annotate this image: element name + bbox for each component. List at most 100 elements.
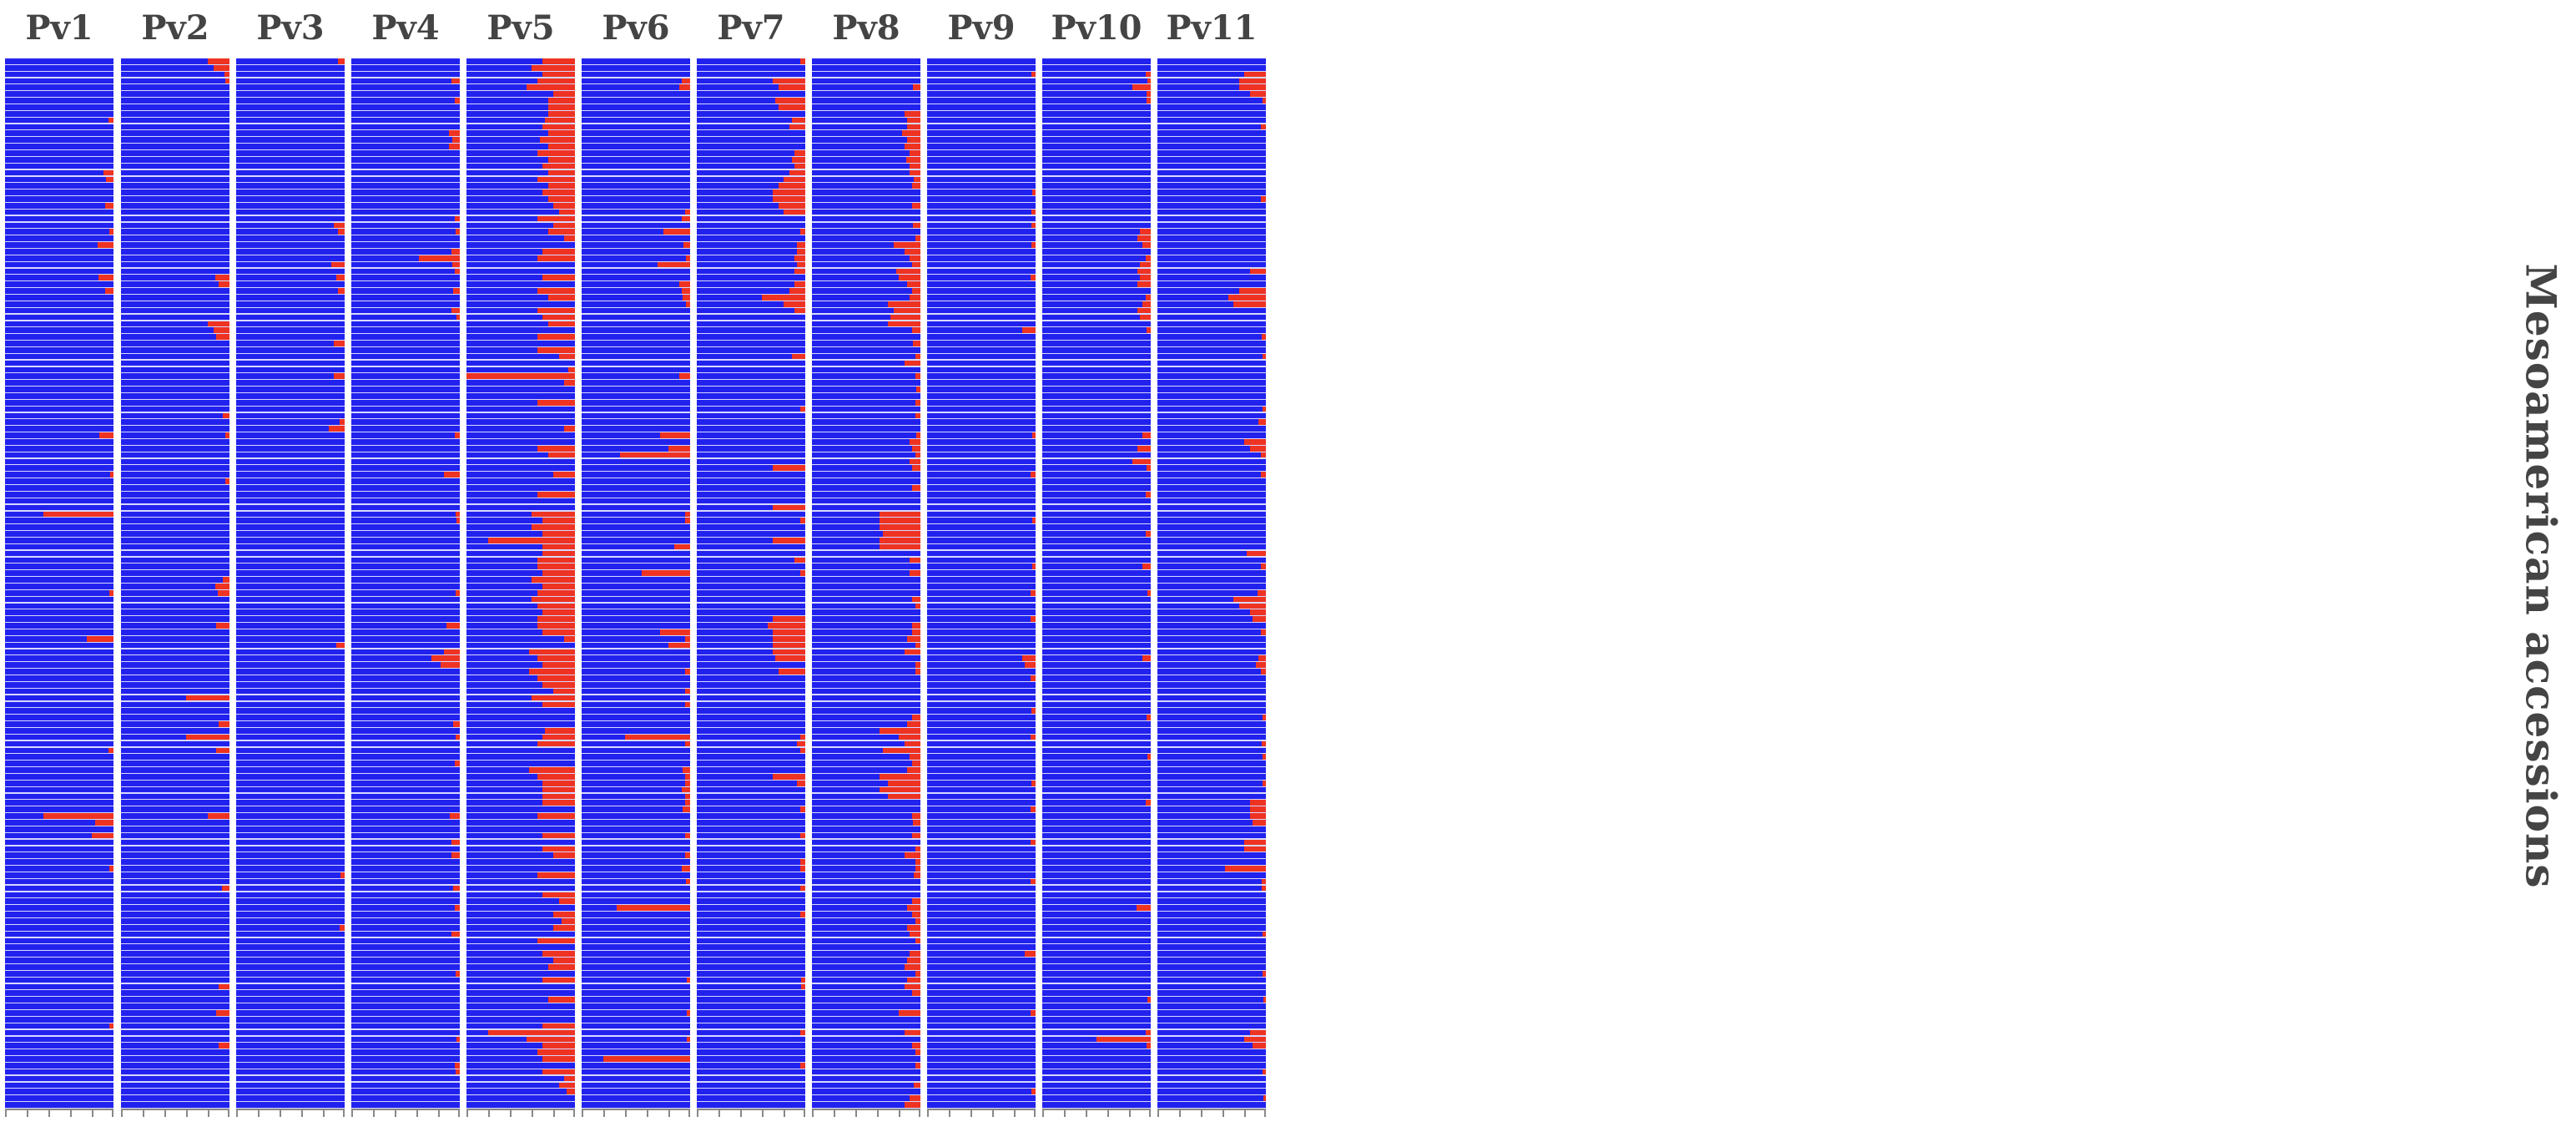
accession-row bbox=[121, 727, 229, 734]
accession-row bbox=[466, 557, 575, 563]
accession-row bbox=[351, 78, 460, 84]
minor-ancestry-bar bbox=[687, 1010, 690, 1016]
accession-row bbox=[121, 295, 229, 301]
minor-ancestry-bar bbox=[529, 649, 575, 655]
accession-row bbox=[812, 872, 920, 878]
minor-ancestry-bar bbox=[882, 747, 920, 754]
minor-ancestry-bar bbox=[446, 623, 460, 629]
accession-row bbox=[812, 675, 920, 681]
accession-row bbox=[121, 426, 229, 432]
accession-row bbox=[582, 681, 690, 688]
accession-row bbox=[582, 983, 690, 990]
accession-row bbox=[236, 249, 345, 255]
minor-ancestry-bar bbox=[1137, 905, 1151, 911]
accession-row bbox=[121, 878, 229, 885]
accession-row bbox=[236, 426, 345, 432]
accession-row bbox=[5, 439, 113, 445]
minor-ancestry-bar bbox=[564, 235, 575, 241]
accession-row bbox=[582, 761, 690, 766]
accession-row bbox=[582, 1003, 690, 1009]
accession-row bbox=[236, 866, 345, 872]
minor-ancestry-bar bbox=[1146, 98, 1151, 104]
accession-row bbox=[466, 839, 575, 846]
accession-row bbox=[236, 255, 345, 261]
accession-row bbox=[236, 222, 345, 229]
accession-row bbox=[697, 321, 805, 327]
accession-row bbox=[1042, 589, 1151, 596]
x-axis-tick bbox=[92, 1109, 93, 1117]
accession-row bbox=[236, 793, 345, 800]
accession-row bbox=[812, 91, 920, 97]
accession-row bbox=[351, 846, 460, 852]
accession-row bbox=[582, 747, 690, 754]
accession-row bbox=[351, 91, 460, 97]
accession-row bbox=[697, 866, 805, 872]
accession-row bbox=[1042, 426, 1151, 432]
accession-row bbox=[582, 242, 690, 248]
minor-ancestry-bar bbox=[911, 596, 920, 603]
accession-row bbox=[927, 439, 1036, 445]
accession-row bbox=[121, 137, 229, 143]
accession-row bbox=[927, 458, 1036, 465]
x-axis-tick bbox=[784, 1109, 785, 1117]
accession-row bbox=[582, 852, 690, 859]
minor-ancestry-bar bbox=[223, 412, 229, 419]
accession-row bbox=[812, 229, 920, 235]
minor-ancestry-bar bbox=[542, 58, 575, 64]
accession-row bbox=[812, 577, 920, 583]
accession-row bbox=[697, 912, 805, 917]
accession-row bbox=[1157, 387, 1266, 392]
accession-row bbox=[5, 518, 113, 524]
x-axis-tick bbox=[688, 1109, 690, 1117]
accession-row bbox=[466, 268, 575, 275]
accession-row bbox=[1042, 150, 1151, 156]
accession-row bbox=[1042, 892, 1151, 898]
accession-row bbox=[121, 255, 229, 261]
minor-ancestry-bar bbox=[108, 747, 113, 754]
accession-row bbox=[351, 275, 460, 281]
minor-ancestry-bar bbox=[684, 774, 690, 780]
x-axis-tick bbox=[488, 1109, 490, 1117]
accession-row bbox=[697, 222, 805, 229]
accession-row bbox=[1157, 150, 1266, 156]
x-axis-tick bbox=[48, 1109, 50, 1117]
panel-title-pv9: Pv9 bbox=[947, 8, 1016, 48]
minor-ancestry-bar bbox=[216, 747, 229, 754]
accession-row bbox=[236, 275, 345, 281]
accession-row bbox=[1157, 504, 1266, 511]
accession-row bbox=[351, 977, 460, 983]
accession-row bbox=[1042, 360, 1151, 366]
accession-row bbox=[582, 71, 690, 78]
minor-ancestry-bar bbox=[547, 295, 575, 301]
accession-row bbox=[1157, 458, 1266, 465]
accession-row bbox=[5, 295, 113, 301]
accession-row bbox=[927, 327, 1036, 334]
accession-row bbox=[1157, 859, 1266, 865]
minor-ancestry-bar bbox=[625, 734, 690, 740]
minor-ancestry-bar bbox=[537, 655, 575, 662]
minor-ancestry-bar bbox=[334, 222, 345, 229]
accession-row bbox=[1042, 675, 1151, 681]
x-axis-line bbox=[236, 1109, 345, 1110]
accession-row bbox=[236, 577, 345, 583]
accession-row bbox=[236, 878, 345, 885]
accession-row bbox=[812, 924, 920, 931]
accession-row bbox=[236, 701, 345, 708]
x-axis-tick bbox=[582, 1109, 583, 1117]
accession-row bbox=[927, 695, 1036, 701]
x-axis-tick bbox=[208, 1109, 209, 1117]
accession-row bbox=[5, 793, 113, 800]
accession-row bbox=[927, 681, 1036, 688]
accession-row bbox=[5, 537, 113, 543]
accession-row bbox=[582, 176, 690, 183]
accession-row bbox=[351, 196, 460, 202]
accession-row bbox=[466, 110, 575, 117]
accession-row bbox=[812, 426, 920, 432]
accession-row bbox=[927, 150, 1036, 156]
accession-row bbox=[1042, 754, 1151, 761]
accession-row bbox=[812, 366, 920, 373]
accession-row bbox=[812, 215, 920, 222]
accession-row bbox=[236, 314, 345, 321]
accession-row bbox=[927, 124, 1036, 130]
accession-row bbox=[697, 478, 805, 484]
